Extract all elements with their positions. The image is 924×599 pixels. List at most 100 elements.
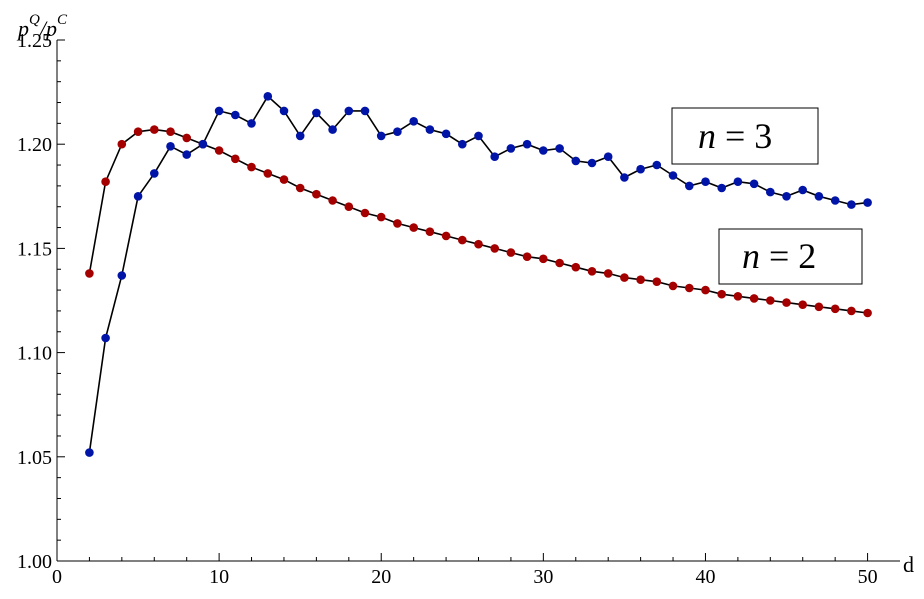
data-point (539, 146, 548, 155)
data-point (733, 177, 743, 186)
data-point (766, 187, 775, 197)
series-n2 (85, 125, 872, 318)
data-point (717, 183, 726, 193)
legend-label-n3: n = 3 (698, 116, 772, 156)
data-point (214, 106, 224, 116)
data-point (685, 283, 694, 293)
data-point (474, 131, 483, 141)
data-point (522, 252, 532, 261)
y-axis-label: pQ/pC (16, 12, 68, 41)
data-point (360, 208, 370, 218)
data-point (312, 108, 321, 118)
data-point (571, 262, 581, 272)
data-point (798, 185, 807, 195)
data-point (701, 285, 710, 295)
data-point (555, 258, 564, 268)
data-point (393, 127, 402, 136)
data-point (571, 156, 581, 166)
data-point (133, 192, 143, 201)
data-point (101, 333, 110, 343)
data-point (668, 171, 678, 180)
data-point (620, 273, 629, 282)
data-point (636, 275, 645, 285)
data-point (344, 106, 354, 116)
labels: pQ/pC d (16, 12, 914, 577)
y-tick-label: 1.20 (17, 134, 52, 156)
data-point (522, 139, 532, 149)
data-point (603, 152, 613, 161)
data-point (409, 223, 419, 232)
data-point (749, 179, 759, 189)
data-point (182, 150, 191, 159)
data-point (117, 139, 127, 149)
data-point (587, 267, 597, 276)
data-point (133, 127, 143, 136)
axes: 0 10 20 30 40 50 1.00 1.05 1.10 1.15 1.20 1.25 (17, 30, 900, 588)
data-point (749, 294, 759, 303)
data-point (701, 177, 710, 186)
data-point (393, 219, 402, 228)
data-point (506, 248, 516, 257)
data-point (85, 269, 94, 278)
data-point (782, 192, 791, 201)
y-tick-label: 1.10 (17, 343, 52, 365)
data-point (490, 152, 500, 161)
data-point (166, 142, 175, 151)
legend: n = 3 n = 2 (671, 107, 863, 285)
series-layer (85, 92, 872, 457)
y-tick-label: 1.05 (17, 447, 52, 469)
data-point (231, 110, 240, 120)
data-point (150, 125, 159, 134)
data-point (328, 125, 337, 134)
data-point (425, 227, 435, 236)
data-point (231, 154, 240, 164)
data-point (766, 296, 775, 305)
x-tick-label: 40 (695, 566, 715, 588)
data-point (814, 192, 824, 201)
data-point (555, 144, 564, 153)
data-point (830, 304, 840, 314)
data-point (539, 254, 548, 264)
data-point (328, 196, 337, 205)
data-point (863, 198, 872, 207)
data-point (117, 271, 127, 280)
data-point (863, 308, 872, 318)
data-point (182, 133, 191, 143)
data-point (166, 127, 175, 136)
y-tick-label: 1.15 (17, 238, 52, 260)
data-point (458, 235, 467, 245)
x-tick-label: 10 (209, 566, 229, 588)
data-point (474, 239, 483, 249)
data-point (636, 164, 645, 174)
data-point (652, 160, 662, 170)
legend-entry-n2: n = 2 (718, 228, 863, 285)
data-point (101, 177, 110, 186)
data-point (409, 117, 419, 126)
data-point (376, 131, 386, 141)
data-point (717, 289, 726, 299)
data-point (441, 129, 451, 139)
x-tick-label: 30 (533, 566, 553, 588)
data-point (830, 196, 840, 205)
legend-box-n2 (718, 228, 863, 285)
data-point (263, 169, 273, 178)
y-tick-label: 1.25 (17, 30, 52, 52)
data-point (150, 169, 159, 178)
data-point (279, 106, 289, 116)
data-point (814, 302, 824, 312)
data-point (685, 181, 694, 191)
series-n3 (85, 92, 872, 457)
data-point (295, 131, 305, 141)
data-point (279, 175, 289, 184)
data-point (263, 92, 273, 101)
x-axis-label: d (903, 552, 914, 577)
data-point (587, 158, 597, 168)
data-point (458, 139, 467, 149)
legend-box-n3 (671, 107, 819, 165)
data-point (214, 146, 224, 155)
data-point (441, 231, 451, 241)
data-point (198, 139, 208, 149)
data-point (344, 202, 354, 211)
data-point (782, 298, 791, 307)
